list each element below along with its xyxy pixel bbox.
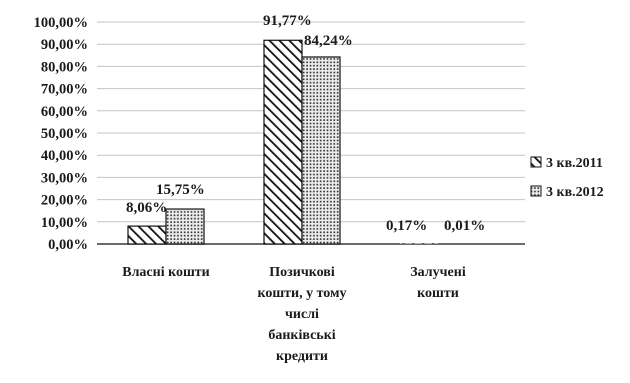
bar-series-1-1 xyxy=(127,225,167,245)
data-label-series-2-2: 84,24% xyxy=(304,33,353,49)
data-label-series-2-1: 15,75% xyxy=(156,182,205,198)
y-tick-label: 40,00% xyxy=(41,148,88,164)
y-tick-label: 10,00% xyxy=(41,215,88,231)
y-tick-label: 50,00% xyxy=(41,126,88,142)
bar-series-2-2 xyxy=(301,56,341,245)
y-tick-label: 20,00% xyxy=(41,193,88,209)
x-category-label: Залучені xyxy=(410,265,466,280)
x-category-label: банківські xyxy=(268,328,335,343)
data-label-series-1-1: 8,06% xyxy=(126,200,167,216)
y-tick-label: 90,00% xyxy=(41,37,88,53)
data-label-series-1-3: 0,17% xyxy=(386,218,427,234)
legend-label-2: 3 кв.2012 xyxy=(546,185,604,200)
x-category-label: числі xyxy=(285,307,319,322)
x-category-label: кредити xyxy=(276,349,328,364)
y-tick-label: 80,00% xyxy=(41,59,88,75)
legend-swatch-1 xyxy=(530,156,542,168)
bar-series-2-1 xyxy=(165,208,205,245)
x-category-label: кошти, у тому xyxy=(257,286,346,301)
x-category-label: кошти xyxy=(417,286,459,301)
x-category-label: Позичкові xyxy=(269,265,335,280)
y-tick-label: 30,00% xyxy=(41,170,88,186)
legend-swatch-2 xyxy=(530,185,542,197)
data-label-series-1-2: 91,77% xyxy=(263,13,312,29)
y-tick-label: 100,00% xyxy=(34,15,88,31)
data-label-series-2-3: 0,01% xyxy=(444,218,485,234)
y-tick-label: 70,00% xyxy=(41,82,88,98)
legend-label-1: 3 кв.2011 xyxy=(546,156,603,171)
bar-series-1-2 xyxy=(263,39,303,245)
y-tick-label: 0,00% xyxy=(48,237,88,253)
y-tick-label: 60,00% xyxy=(41,104,88,120)
x-category-label: Власні кошти xyxy=(122,265,210,280)
